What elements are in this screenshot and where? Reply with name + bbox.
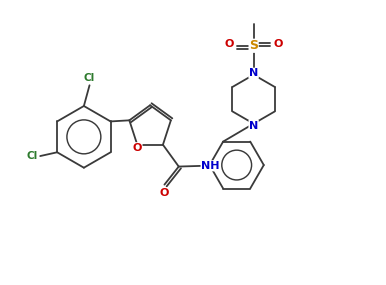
Text: N: N [249,121,258,131]
Text: Cl: Cl [26,151,37,161]
Text: NH: NH [201,161,220,171]
Text: O: O [133,143,142,153]
Text: N: N [249,68,258,78]
Text: Cl: Cl [84,73,95,83]
Text: O: O [225,39,234,49]
Text: O: O [159,188,168,198]
Text: O: O [273,39,283,49]
Text: S: S [249,39,258,52]
